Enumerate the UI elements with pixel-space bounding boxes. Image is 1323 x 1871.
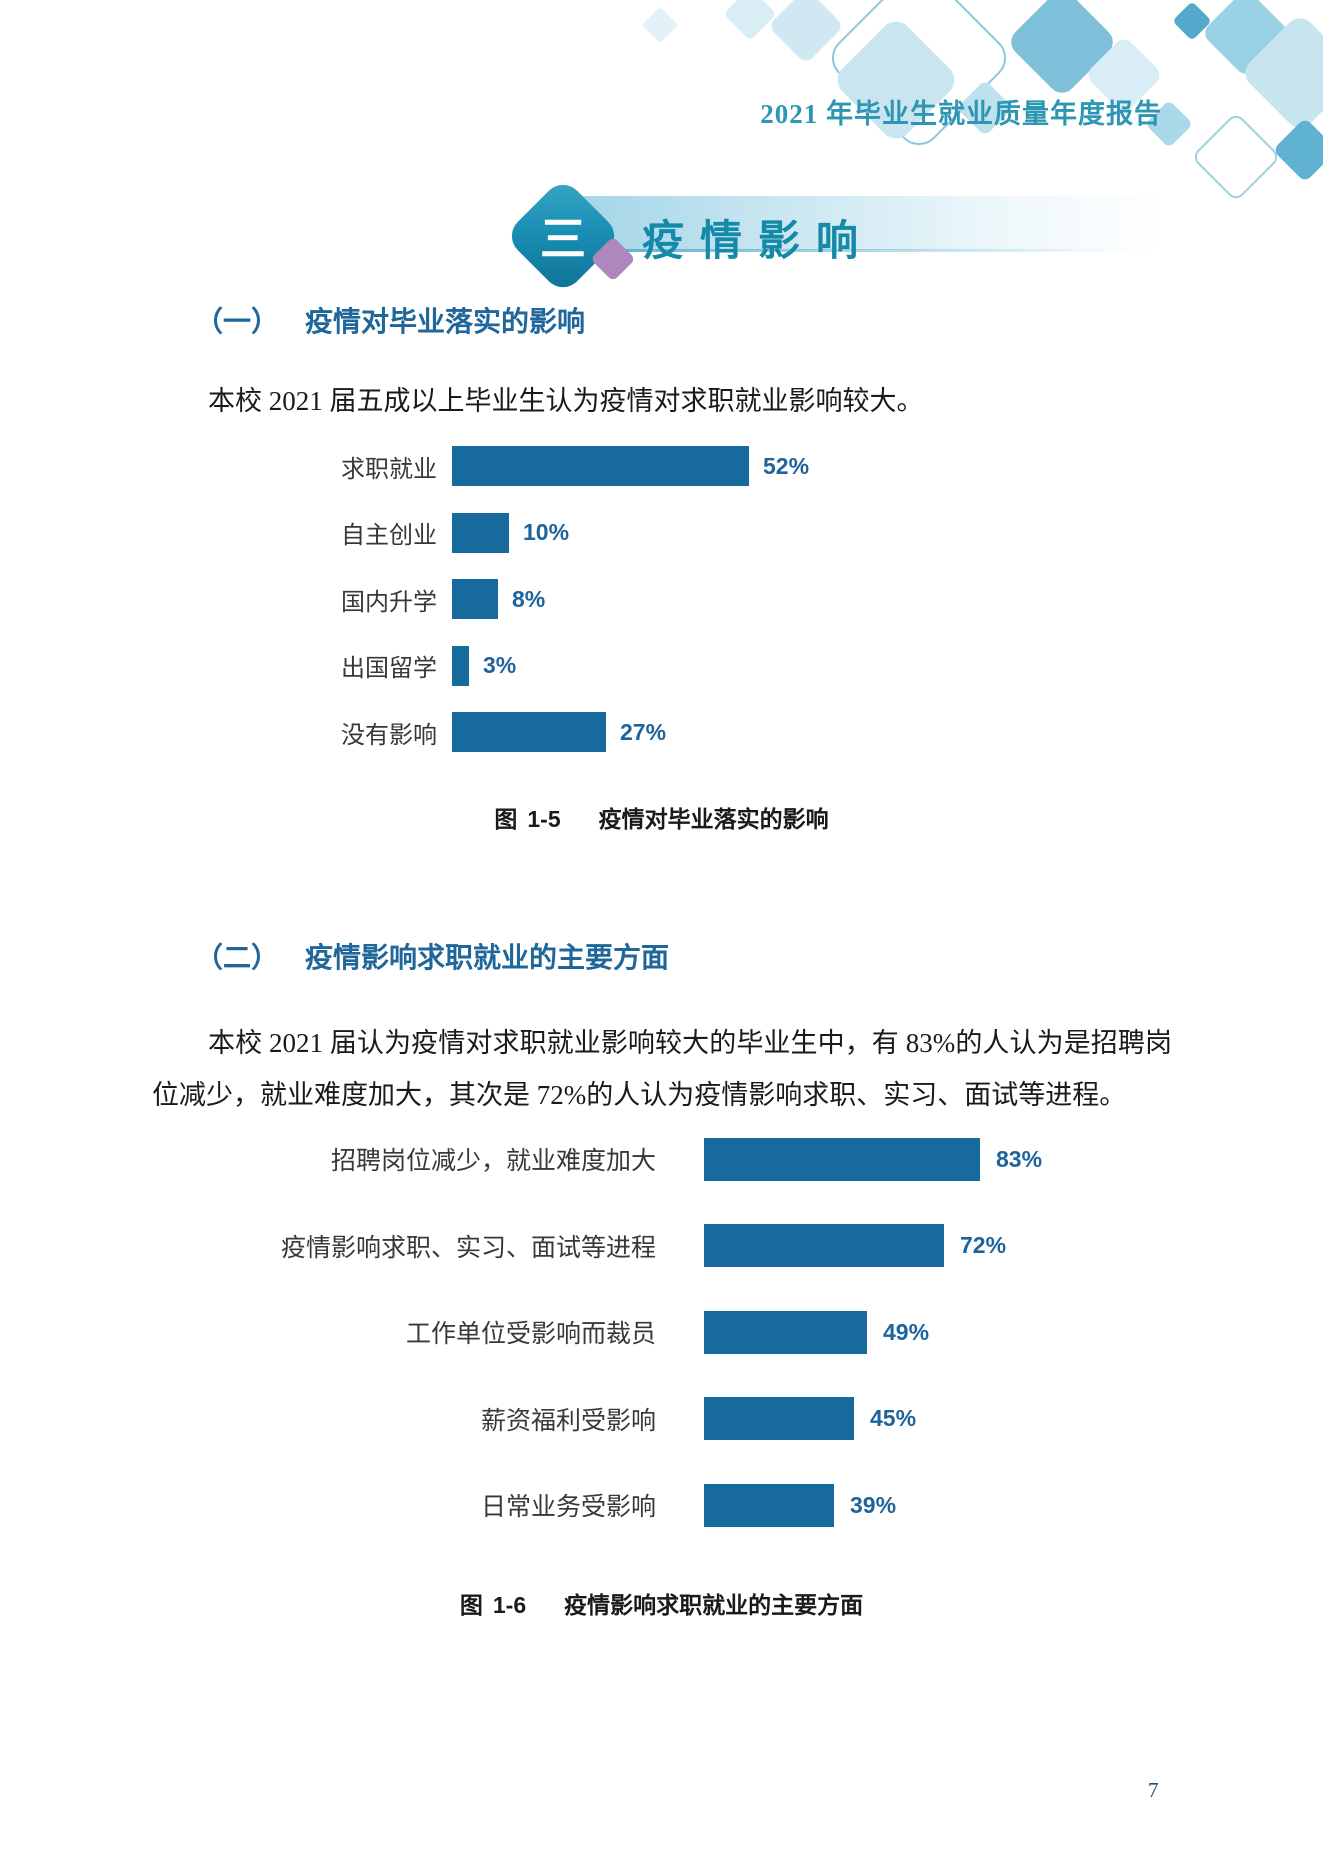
chart-bar <box>452 645 469 686</box>
banner-gradient-band <box>545 196 1165 250</box>
page-number: 7 <box>1148 1778 1159 1802</box>
section2-heading-number: （二） <box>195 943 280 974</box>
caption-text: 疫情影响求职就业的主要方面 <box>564 1592 864 1618</box>
figure-1-6-caption: 图 1-6 疫情影响求职就业的主要方面 <box>0 1586 1323 1620</box>
chart-row: 出国留学 3% <box>0 633 1323 700</box>
chart-value-label: 52% <box>763 452 810 479</box>
chart-category-label: 求职就业 <box>341 455 437 483</box>
chart-bar <box>704 1224 944 1268</box>
section2-heading: （二） 疫情影响求职就业的主要方面 <box>195 936 669 976</box>
chart-category-label: 国内升学 <box>341 588 437 616</box>
caption-number: 1-5 <box>527 806 561 832</box>
banner-badge-number: 三 <box>540 213 586 265</box>
section2-heading-text: 疫情影响求职就业的主要方面 <box>305 943 670 974</box>
chart-row: 日常业务受影响 39% <box>0 1462 1323 1549</box>
section1-heading: （一） 疫情对毕业落实的影响 <box>195 300 585 340</box>
chart-value-label: 27% <box>620 718 667 745</box>
chart-bar <box>452 579 498 620</box>
decor-diamond-icon <box>641 6 679 44</box>
chart-bar <box>452 446 749 487</box>
chart-category-label: 工作单位受影响而裁员 <box>405 1320 656 1349</box>
chart-row: 求职就业 52% <box>0 433 1323 500</box>
chart-value-label: 49% <box>883 1318 930 1345</box>
chart-bar <box>452 512 509 553</box>
decor-diamond-icon <box>1272 117 1323 183</box>
chart-category-label: 出国留学 <box>341 655 437 683</box>
banner-badge-diamond-icon: 三 <box>503 176 623 296</box>
chart-row: 没有影响 27% <box>0 699 1323 766</box>
section1-heading-number: （一） <box>195 307 280 338</box>
chart-row: 招聘岗位减少，就业难度加大 83% <box>0 1116 1323 1203</box>
chart-value-label: 8% <box>512 585 546 612</box>
chart-row: 工作单位受影响而裁员 49% <box>0 1289 1323 1376</box>
chart-row: 自主创业 10% <box>0 500 1323 567</box>
banner-title: 疫情影响 <box>642 219 875 265</box>
report-header-title: 2021 年毕业生就业质量年度报告 <box>760 99 1162 129</box>
banner-bottom-edge <box>560 249 1160 252</box>
chart-row: 疫情影响求职、实习、面试等进程 72% <box>0 1203 1323 1290</box>
chart-bar <box>704 1137 980 1181</box>
chart-bar <box>452 712 606 753</box>
caption-prefix: 图 <box>494 806 518 832</box>
chart-bar <box>704 1310 867 1354</box>
chart-bar <box>704 1483 834 1527</box>
decor-diamond-icon <box>723 0 777 41</box>
section1-heading-text: 疫情对毕业落实的影响 <box>305 307 586 338</box>
chart-category-label: 疫情影响求职、实习、面试等进程 <box>280 1233 656 1262</box>
chart-category-label: 自主创业 <box>341 522 437 550</box>
chart-value-label: 83% <box>996 1145 1043 1172</box>
chart-row: 国内升学 8% <box>0 566 1323 633</box>
caption-number: 1-6 <box>492 1592 527 1618</box>
chart-category-label: 招聘岗位减少，就业难度加大 <box>330 1147 656 1176</box>
figure-1-6-chart: 招聘岗位减少，就业难度加大 83% 疫情影响求职、实习、面试等进程 72% 工作单位受影… <box>0 1116 1323 1549</box>
chart-category-label: 日常业务受影响 <box>480 1493 656 1522</box>
section1-paragraph: 本校 2021 届五成以上毕业生认为疫情对求职就业影响较大。 <box>208 386 924 416</box>
chart-bar <box>704 1397 854 1441</box>
chart-category-label: 薪资福利受影响 <box>480 1406 656 1435</box>
figure-1-5-caption: 图 1-5 疫情对毕业落实的影响 <box>0 800 1323 834</box>
decor-diamond-outline-icon <box>1190 111 1282 203</box>
chart-value-label: 3% <box>483 652 517 679</box>
caption-text: 疫情对毕业落实的影响 <box>598 806 829 832</box>
chart-value-label: 72% <box>960 1232 1007 1259</box>
chart-value-label: 10% <box>523 519 570 546</box>
section2-paragraph: 本校 2021 届认为疫情对求职就业影响较大的毕业生中，有 83%的人认为是招聘… <box>152 1028 1172 1110</box>
chart-value-label: 39% <box>850 1491 897 1518</box>
caption-prefix: 图 <box>459 1592 483 1618</box>
chart-category-label: 没有影响 <box>341 721 437 749</box>
chart-row: 薪资福利受影响 45% <box>0 1376 1323 1463</box>
figure-1-5-chart: 求职就业 52% 自主创业 10% 国内升学 8% 出国留学 3% 没有影响 27% <box>0 433 1323 766</box>
chart-value-label: 45% <box>870 1405 917 1432</box>
